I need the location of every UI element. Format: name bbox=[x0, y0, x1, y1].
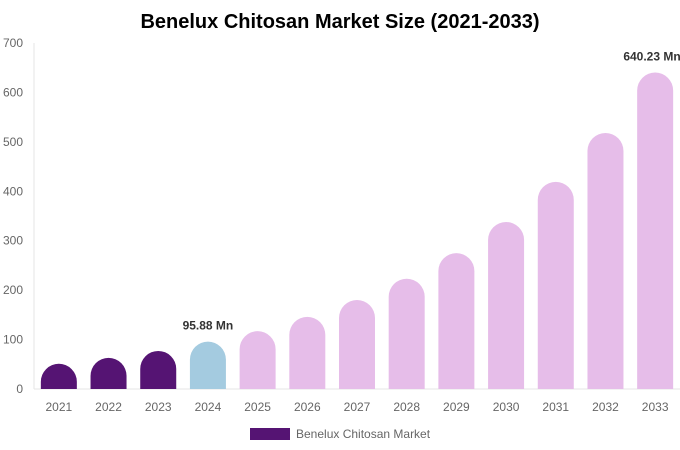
y-tick-label: 500 bbox=[3, 135, 23, 149]
y-tick-label: 200 bbox=[3, 283, 23, 297]
legend: Benelux Chitosan Market bbox=[250, 427, 431, 441]
bar-2025 bbox=[239, 331, 276, 389]
bar-2027 bbox=[339, 300, 375, 389]
y-tick-label: 0 bbox=[16, 382, 23, 396]
y-tick-label: 100 bbox=[3, 333, 23, 347]
x-tick-label: 2030 bbox=[493, 400, 520, 414]
data-label: 95.88 Mn bbox=[183, 319, 234, 333]
x-tick-label: 2025 bbox=[244, 400, 271, 414]
x-tick-label: 2021 bbox=[45, 400, 72, 414]
bar-2029 bbox=[438, 253, 475, 389]
x-tick-label: 2032 bbox=[592, 400, 619, 414]
chart-title: Benelux Chitosan Market Size (2021-2033) bbox=[140, 11, 539, 33]
x-tick-label: 2033 bbox=[642, 400, 669, 414]
x-tick-label: 2024 bbox=[195, 400, 222, 414]
x-tick-label: 2023 bbox=[145, 400, 172, 414]
x-tick-label: 2022 bbox=[95, 400, 122, 414]
bar-2021 bbox=[40, 363, 77, 389]
data-label: 640.23 Mn bbox=[623, 50, 680, 64]
x-tick-label: 2031 bbox=[542, 400, 569, 414]
y-tick-label: 300 bbox=[3, 234, 23, 248]
y-tick-label: 700 bbox=[3, 36, 23, 50]
bar-2030 bbox=[488, 221, 525, 389]
bar-2033 bbox=[637, 72, 674, 389]
x-tick-label: 2029 bbox=[443, 400, 470, 414]
legend-label: Benelux Chitosan Market bbox=[296, 427, 431, 441]
y-tick-label: 600 bbox=[3, 85, 23, 99]
x-tick-label: 2026 bbox=[294, 400, 321, 414]
y-tick-label: 400 bbox=[3, 184, 23, 198]
bar-2022 bbox=[90, 357, 127, 389]
bar-2023 bbox=[140, 350, 177, 389]
bar-2028 bbox=[388, 278, 425, 389]
x-tick-label: 2027 bbox=[344, 400, 371, 414]
bar-2031 bbox=[537, 181, 574, 389]
legend-swatch bbox=[250, 428, 290, 440]
bar-2024 bbox=[189, 341, 226, 389]
bar-2032 bbox=[587, 132, 624, 389]
x-tick-label: 2028 bbox=[393, 400, 420, 414]
bar-2026 bbox=[289, 316, 326, 389]
